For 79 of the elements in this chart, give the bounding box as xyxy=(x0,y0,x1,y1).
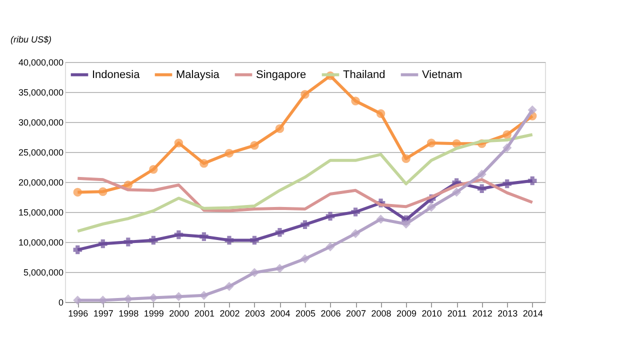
point xyxy=(351,229,360,238)
legend-label: Singapore xyxy=(256,68,306,81)
y-axis-title: (ribu US$) xyxy=(10,34,52,44)
point xyxy=(224,148,234,158)
x-tick-label: 2011 xyxy=(447,308,467,318)
point xyxy=(149,236,158,245)
x-tick-label: 2008 xyxy=(371,308,392,318)
point xyxy=(402,220,410,228)
x-tick-label: 2006 xyxy=(320,308,341,318)
point xyxy=(426,138,436,148)
point xyxy=(224,282,234,291)
point xyxy=(149,165,158,174)
point xyxy=(452,139,461,148)
x-tick-label: 2004 xyxy=(270,308,290,318)
point xyxy=(224,236,234,245)
point xyxy=(300,90,310,99)
point xyxy=(502,130,512,139)
legend-label: Vietnam xyxy=(422,68,462,81)
point xyxy=(402,154,410,163)
x-tick-label: 2007 xyxy=(346,308,366,318)
point xyxy=(250,141,259,150)
legend-label: Malaysia xyxy=(176,68,220,81)
point xyxy=(326,212,335,221)
x-tick-label: 2001 xyxy=(194,308,214,318)
x-tick-label: 2003 xyxy=(244,308,265,318)
x-tick-label: 1997 xyxy=(93,308,114,318)
point xyxy=(124,238,133,246)
point xyxy=(250,268,259,277)
point xyxy=(351,96,360,106)
y-tick-label: 20,000,000 xyxy=(18,178,64,188)
point xyxy=(300,254,310,264)
point xyxy=(502,143,512,152)
x-tick-label: 1998 xyxy=(118,308,139,318)
point xyxy=(452,188,461,197)
point xyxy=(73,245,82,254)
y-tick-label: 35,000,000 xyxy=(18,88,64,98)
point xyxy=(200,232,208,241)
point xyxy=(376,109,386,118)
legend-label: Indonesia xyxy=(92,68,141,81)
point xyxy=(426,202,436,212)
point xyxy=(250,236,259,245)
point xyxy=(376,214,386,224)
x-tick-label: 2002 xyxy=(220,308,240,318)
point xyxy=(528,176,537,186)
y-tick-label: 15,000,000 xyxy=(18,208,64,218)
y-tick-label: 30,000,000 xyxy=(18,118,64,128)
point xyxy=(174,138,184,148)
x-tick-label: 2013 xyxy=(498,308,518,318)
point xyxy=(528,106,537,114)
point xyxy=(98,187,108,196)
y-tick-label: 5,000,000 xyxy=(23,268,64,278)
x-tick-label: 2000 xyxy=(169,308,190,318)
y-tick-label: 40,000,000 xyxy=(18,58,64,68)
point xyxy=(149,293,158,302)
legend-label: Thailand xyxy=(343,68,386,81)
point xyxy=(200,159,208,168)
y-tick-label: 25,000,000 xyxy=(18,148,64,158)
point xyxy=(502,179,512,188)
point xyxy=(73,188,82,197)
x-tick-label: 2010 xyxy=(422,308,442,318)
x-tick-label: 2014 xyxy=(522,308,543,318)
point xyxy=(98,239,108,248)
y-tick-label: 0 xyxy=(58,298,64,308)
point xyxy=(351,208,360,216)
point xyxy=(326,242,335,252)
x-tick-label: 1996 xyxy=(68,308,88,318)
point xyxy=(174,230,184,240)
x-tick-label: 2005 xyxy=(295,308,316,318)
point xyxy=(275,264,284,273)
point xyxy=(477,184,486,193)
point xyxy=(200,291,208,300)
x-tick-label: 2012 xyxy=(472,308,492,318)
x-tick-label: 1999 xyxy=(144,308,164,318)
point xyxy=(477,170,486,179)
x-tick-label: 2009 xyxy=(396,308,417,318)
point xyxy=(300,220,310,229)
y-tick-label: 10,000,000 xyxy=(18,238,64,248)
point xyxy=(275,228,284,237)
point xyxy=(275,124,284,133)
